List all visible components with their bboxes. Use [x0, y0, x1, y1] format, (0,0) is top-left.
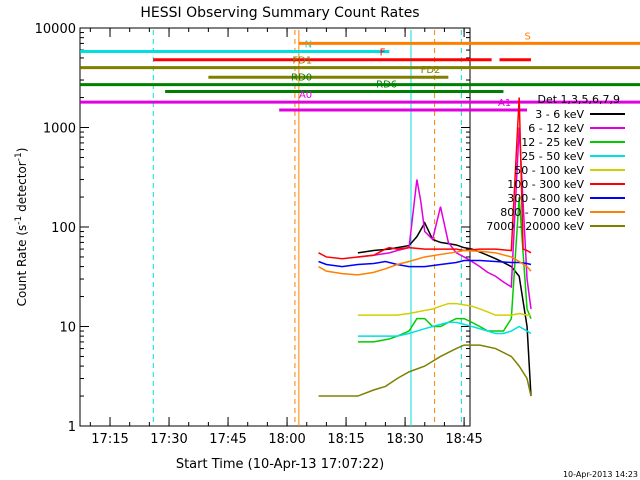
- x-tick-label: 18:00: [268, 432, 305, 447]
- flag-label-s: S: [525, 31, 531, 42]
- y-axis-label-main: Count Rate (s: [15, 225, 29, 307]
- flag-label-fd1: FD1: [292, 56, 312, 67]
- x-tick-label: 18:15: [327, 432, 364, 447]
- timestamp: 10-Apr-2013 14:23: [563, 470, 638, 479]
- series-line-0: [357, 221, 532, 397]
- x-tick-label: 17:30: [150, 432, 187, 447]
- flag-label-fd2: FD2: [421, 65, 441, 76]
- flag-label-f: F: [380, 48, 386, 59]
- y-axis-label-end: ): [15, 148, 29, 153]
- legend-label: 100 - 300 keV: [507, 178, 584, 191]
- y-tick-label: 1: [68, 420, 76, 435]
- x-tick-label: 18:30: [386, 432, 423, 447]
- legend-label: 3 - 6 keV: [535, 108, 584, 121]
- y-axis-label-sup1: -1: [14, 216, 24, 225]
- plot-area: 1 10 100 1000 10000 17:15 17:30 17:45 18:00 18:15…: [35, 22, 640, 447]
- series-line-5: [318, 97, 532, 260]
- flag-label-n: N: [305, 40, 312, 51]
- legend-label: 7000 - 20000 keV: [486, 220, 584, 233]
- y-tick-label: 10: [59, 321, 76, 336]
- flag-label-a1: A1: [498, 98, 511, 109]
- y-tick-label: 10000: [35, 22, 76, 37]
- flag-label-rd6: RD6: [376, 80, 397, 91]
- series-line-7: [318, 249, 532, 276]
- legend-label: 300 - 800 keV: [507, 192, 584, 205]
- series-line-8: [318, 344, 532, 397]
- x-tick-label: 17:45: [209, 432, 246, 447]
- x-tick-label: 17:15: [91, 432, 128, 447]
- series-line-6: [318, 259, 532, 268]
- x-tick-label: 18:45: [445, 432, 482, 447]
- legend-label: 6 - 12 keV: [528, 122, 584, 135]
- y-axis-label-sup2: -1: [14, 152, 24, 161]
- flag-label-rd0: RD0: [291, 73, 312, 84]
- y-axis-label-mid: detector: [15, 161, 29, 216]
- x-axis-label: Start Time (10-Apr-13 17:07:22): [176, 457, 384, 472]
- legend-label: 50 - 100 keV: [514, 164, 584, 177]
- chart-title: HESSI Observing Summary Count Rates: [140, 5, 419, 21]
- y-tick-label: 100: [51, 221, 76, 236]
- legend-label: 12 - 25 keV: [521, 136, 584, 149]
- y-axis-label: Count Rate (s-1 detector-1): [14, 148, 29, 307]
- legend-title: Det 1,3,5,6,7,9: [537, 93, 620, 106]
- series-line-3: [357, 321, 532, 337]
- legend-label: 25 - 50 keV: [521, 150, 584, 163]
- series-line-2: [357, 196, 532, 343]
- legend-label: 800 - 7000 keV: [500, 206, 584, 219]
- y-tick-label: 1000: [43, 122, 76, 137]
- flag-label-a0: A0: [299, 90, 312, 101]
- series-line-4: [357, 302, 531, 316]
